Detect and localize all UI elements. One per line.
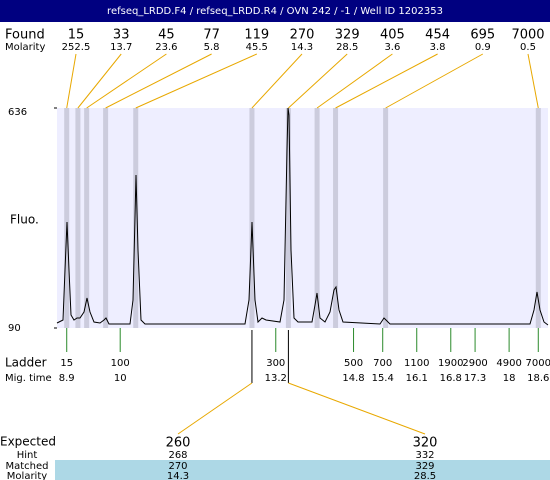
peak-band bbox=[383, 108, 389, 328]
ladder-size: 100 bbox=[111, 358, 130, 369]
found-size: 15 bbox=[68, 28, 85, 43]
y-tick-label: 90 bbox=[8, 323, 21, 334]
peak-connector bbox=[527, 53, 539, 109]
ladder-size: 300 bbox=[266, 358, 285, 369]
found-molarity: 5.8 bbox=[204, 42, 220, 53]
ladder-time: 10 bbox=[114, 373, 127, 384]
found-size: 119 bbox=[244, 28, 269, 43]
found-molarity: 23.6 bbox=[155, 42, 177, 53]
ladder-time: 18.6 bbox=[527, 373, 549, 384]
peak-connector bbox=[385, 53, 484, 109]
ladder-size: 4900 bbox=[496, 358, 521, 369]
found-size: 77 bbox=[203, 28, 220, 43]
found-molarity: 14.3 bbox=[291, 42, 313, 53]
matched-size: 329 bbox=[415, 461, 434, 472]
ladder-size: 500 bbox=[344, 358, 363, 369]
found-molarity: 252.5 bbox=[62, 42, 91, 53]
found-molarity: 0.5 bbox=[520, 42, 536, 53]
found-label: Found bbox=[5, 28, 45, 43]
found-size: 329 bbox=[335, 28, 360, 43]
expected-size: 260 bbox=[166, 436, 191, 451]
peak-connector bbox=[316, 53, 393, 109]
found-size: 7000 bbox=[511, 28, 544, 43]
peak-band bbox=[535, 108, 541, 328]
found-size: 45 bbox=[158, 28, 175, 43]
title-bar bbox=[0, 0, 550, 22]
trace bbox=[56, 107, 549, 326]
peak-band bbox=[103, 108, 109, 328]
ladder-size: 1100 bbox=[404, 358, 429, 369]
found-molarity: 3.8 bbox=[430, 42, 446, 53]
peak-connector bbox=[105, 53, 212, 109]
found-size: 33 bbox=[113, 28, 130, 43]
plot-area bbox=[57, 108, 548, 328]
ladder-size: 700 bbox=[373, 358, 392, 369]
peak-connector bbox=[77, 53, 122, 109]
ladder-time: 8.9 bbox=[59, 373, 75, 384]
peak-band bbox=[64, 108, 70, 328]
ladder-size: 1900 bbox=[438, 358, 463, 369]
title: refseq_LRDD.F4 / refseq_LRDD.R4 / OVN 24… bbox=[107, 6, 443, 17]
peak-connector bbox=[66, 53, 77, 109]
matched-molarity: 14.3 bbox=[167, 471, 189, 480]
ladder-size: 7000 bbox=[526, 358, 550, 369]
y-label: Fluo. bbox=[10, 213, 39, 227]
found-size: 405 bbox=[380, 28, 405, 43]
ladder-time: 15.4 bbox=[372, 373, 394, 384]
found-molarity: 3.6 bbox=[384, 42, 400, 53]
ladder-time: 13.2 bbox=[265, 373, 287, 384]
hint-label: Hint bbox=[17, 450, 38, 461]
hint-size: 332 bbox=[415, 450, 434, 461]
peak-band bbox=[75, 108, 81, 328]
ladder-size: 15 bbox=[60, 358, 73, 369]
matched-size: 270 bbox=[168, 461, 187, 472]
ladder-time: 18 bbox=[503, 373, 516, 384]
ladder-time: 16.1 bbox=[406, 373, 428, 384]
ladder-size: 2900 bbox=[462, 358, 487, 369]
peak-band bbox=[133, 108, 139, 328]
migtime-label: Mig. time bbox=[5, 373, 52, 384]
y-tick-label: 636 bbox=[8, 107, 27, 118]
found-size: 270 bbox=[290, 28, 315, 43]
ladder-time: 16.8 bbox=[440, 373, 462, 384]
found-molarity: 28.5 bbox=[336, 42, 358, 53]
found-molarity: 0.9 bbox=[475, 42, 491, 53]
ladder-time: 17.3 bbox=[464, 373, 486, 384]
peak-band bbox=[285, 108, 291, 328]
peak-band bbox=[249, 108, 255, 328]
peak-band bbox=[333, 108, 339, 328]
match-connector bbox=[288, 382, 426, 435]
peak-band bbox=[314, 108, 320, 328]
ladder-label: Ladder bbox=[5, 356, 47, 370]
matched-band bbox=[55, 460, 550, 480]
found-size: 454 bbox=[425, 28, 450, 43]
peak-band bbox=[84, 108, 90, 328]
found-molarity: 13.7 bbox=[110, 42, 132, 53]
molarity-label: Molarity bbox=[5, 42, 45, 53]
matched-molarity: 28.5 bbox=[414, 471, 436, 480]
peak-connector bbox=[251, 53, 303, 109]
expected-molarity-label: Molarity bbox=[7, 471, 47, 480]
matched-label: Matched bbox=[5, 461, 48, 472]
peak-connector bbox=[86, 53, 167, 109]
ladder-time: 14.8 bbox=[342, 373, 364, 384]
found-size: 695 bbox=[470, 28, 495, 43]
hint-size: 268 bbox=[168, 450, 187, 461]
found-molarity: 45.5 bbox=[246, 42, 268, 53]
peak-connector bbox=[335, 53, 438, 109]
peak-connector bbox=[135, 53, 258, 109]
expected-label: Expected bbox=[0, 435, 56, 449]
match-connector bbox=[177, 382, 253, 435]
expected-size: 320 bbox=[413, 436, 438, 451]
peak-connector bbox=[288, 53, 348, 109]
